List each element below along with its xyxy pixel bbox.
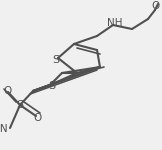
- Text: S: S: [48, 81, 56, 91]
- Text: NH: NH: [107, 18, 123, 28]
- Text: H₂N: H₂N: [0, 124, 8, 134]
- Text: O: O: [151, 1, 159, 11]
- Text: S: S: [16, 100, 23, 110]
- Text: O: O: [34, 113, 42, 123]
- Text: S: S: [52, 55, 60, 65]
- Text: O: O: [3, 86, 11, 96]
